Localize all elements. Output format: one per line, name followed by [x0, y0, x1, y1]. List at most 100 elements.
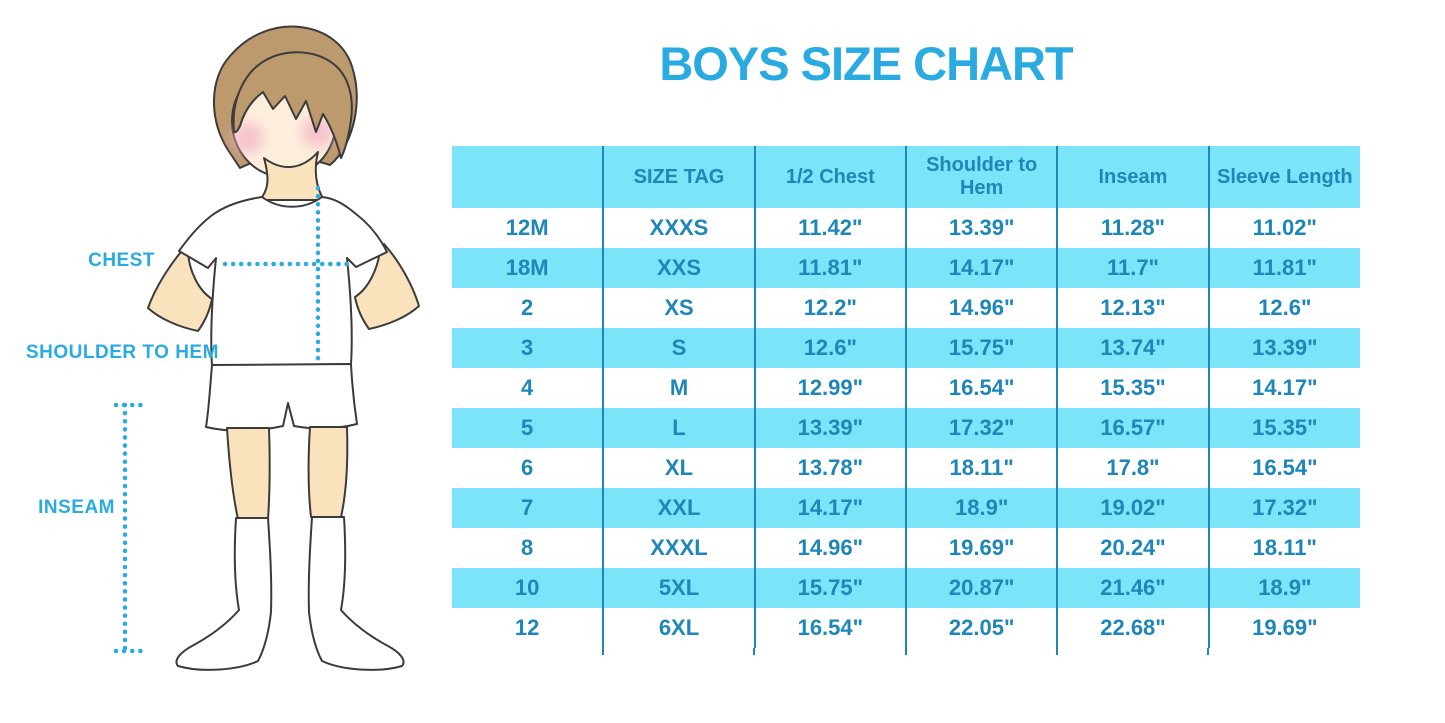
- size-cell: 12: [452, 608, 605, 648]
- boy-shirt: [178, 196, 388, 367]
- measurement-cell: 12.13": [1057, 288, 1210, 328]
- boy-left-leg: [226, 427, 271, 520]
- measurement-cell: 14.17": [1208, 368, 1360, 408]
- column-divider-extension: [753, 648, 755, 655]
- size-table: SIZE TAG 1/2 Chest Shoulder to Hem Inseam Sl…: [452, 146, 1360, 648]
- measurement-cell: 18.9": [905, 488, 1059, 528]
- measurement-cell: 17.32": [905, 408, 1059, 448]
- measurement-cell: 15.35": [1057, 368, 1210, 408]
- measurement-cell: 14.96": [754, 528, 907, 568]
- boy-hair-fringe: [232, 51, 353, 159]
- measurement-cell: XS: [603, 288, 756, 328]
- measurement-cell: 12.6": [1208, 288, 1360, 328]
- column-divider-extension: [1207, 648, 1209, 655]
- measurement-cell: 13.74": [1057, 328, 1210, 368]
- table-row: 12 6XL 16.54" 22.05" 22.68" 19.69": [452, 608, 1360, 648]
- table-row: 4 M 12.99" 16.54" 15.35" 14.17": [452, 368, 1360, 408]
- measurement-cell: 15.35": [1208, 408, 1360, 448]
- size-cell: 3: [452, 328, 605, 368]
- measurement-cell: 11.42": [754, 208, 907, 248]
- measurement-cell: 5XL: [603, 568, 756, 608]
- measurement-cell: 15.75": [754, 568, 907, 608]
- measurement-cell: 17.32": [1208, 488, 1360, 528]
- boy-right-leg: [307, 426, 349, 518]
- measurement-cell: 11.7": [1057, 248, 1210, 288]
- table-row: 5 L 13.39" 17.32" 16.57" 15.35": [452, 408, 1360, 448]
- size-cell: 5: [452, 408, 605, 448]
- size-cell: 4: [452, 368, 605, 408]
- measurement-cell: 11.81": [754, 248, 907, 288]
- column-header: 1/2 Chest: [754, 146, 907, 208]
- table-row: 6 XL 13.78" 18.11" 17.8" 16.54": [452, 448, 1360, 488]
- measurement-cell: XXS: [603, 248, 756, 288]
- column-header: [452, 146, 605, 208]
- size-table-body: 12M XXXS 11.42" 13.39" 11.28" 11.02" 18M XXS 11.…: [452, 208, 1360, 648]
- measurement-cell: 16.54": [1208, 448, 1360, 488]
- size-cell: 18M: [452, 248, 605, 288]
- measurement-cell: 16.54": [754, 608, 907, 648]
- size-cell: 8: [452, 528, 605, 568]
- boy-right-sock: [307, 516, 405, 671]
- size-cell: 7: [452, 488, 605, 528]
- shoulder-to-hem-label: SHOULDER TO HEM: [26, 342, 219, 363]
- table-row: 8 XXXL 14.96" 19.69" 20.24" 18.11": [452, 528, 1360, 568]
- inseam-label: INSEAM: [38, 497, 115, 518]
- chest-label: CHEST: [88, 250, 155, 271]
- measurement-cell: 19.69": [905, 528, 1059, 568]
- table-row: 3 S 12.6" 15.75" 13.74" 13.39": [452, 328, 1360, 368]
- measurement-cell: 21.46": [1057, 568, 1210, 608]
- measurement-cell: 14.17": [754, 488, 907, 528]
- size-table-header: SIZE TAG 1/2 Chest Shoulder to Hem Inseam Sl…: [452, 146, 1360, 208]
- measurement-cell: 15.75": [905, 328, 1059, 368]
- measurement-cell: 19.02": [1057, 488, 1210, 528]
- measurement-cell: XL: [603, 448, 756, 488]
- measurement-cell: 11.28": [1057, 208, 1210, 248]
- measurement-cell: XXXL: [603, 528, 756, 568]
- boy-neck: [259, 151, 325, 201]
- measurement-cell: L: [603, 408, 756, 448]
- table-row: 2 XS 12.2" 14.96" 12.13" 12.6": [452, 288, 1360, 328]
- measurement-cell: 18.11": [905, 448, 1059, 488]
- measurement-cell: M: [603, 368, 756, 408]
- size-cell: 12M: [452, 208, 605, 248]
- measurement-cell: 13.39": [1208, 328, 1360, 368]
- column-header: Inseam: [1057, 146, 1210, 208]
- measurement-cell: 13.78": [754, 448, 907, 488]
- measurement-cell: XXXS: [603, 208, 756, 248]
- measurement-cell: 11.02": [1208, 208, 1360, 248]
- boy-right-arm: [354, 243, 420, 330]
- column-header: Sleeve Length: [1208, 146, 1360, 208]
- table-row: 7 XXL 14.17" 18.9" 19.02" 17.32": [452, 488, 1360, 528]
- blush-right: [302, 116, 334, 148]
- page-title: BOYS SIZE CHART: [659, 37, 1073, 90]
- size-cell: 2: [452, 288, 605, 328]
- column-divider-extension: [602, 648, 604, 655]
- boy-left-sock: [175, 517, 273, 671]
- table-row: 18M XXS 11.81" 14.17" 11.7" 11.81": [452, 248, 1360, 288]
- measurement-cell: 12.99": [754, 368, 907, 408]
- header-row: SIZE TAG 1/2 Chest Shoulder to Hem Inseam Sl…: [452, 146, 1360, 208]
- measurement-cell: 12.6": [754, 328, 907, 368]
- boy-shorts: [205, 363, 358, 432]
- table-row: 12M XXXS 11.42" 13.39" 11.28" 11.02": [452, 208, 1360, 248]
- column-header: SIZE TAG: [603, 146, 756, 208]
- measurement-cell: 14.96": [905, 288, 1059, 328]
- measurement-cell: XXL: [603, 488, 756, 528]
- measurement-cell: 12.2": [754, 288, 907, 328]
- column-header: Shoulder to Hem: [905, 146, 1059, 208]
- measurement-cell: 13.39": [905, 208, 1059, 248]
- measurement-cell: 22.05": [905, 608, 1059, 648]
- size-cell: 6: [452, 448, 605, 488]
- measurement-cell: 22.68": [1057, 608, 1210, 648]
- measurement-cell: 16.57": [1057, 408, 1210, 448]
- size-cell: 10: [452, 568, 605, 608]
- boy-illustration: [113, 25, 420, 671]
- measurement-cell: S: [603, 328, 756, 368]
- boy-left-arm: [147, 245, 213, 332]
- measurement-cell: 18.9": [1208, 568, 1360, 608]
- measurement-cell: 14.17": [905, 248, 1059, 288]
- measurement-cell: 16.54": [905, 368, 1059, 408]
- column-divider-extension: [905, 648, 907, 655]
- measurement-cell: 20.24": [1057, 528, 1210, 568]
